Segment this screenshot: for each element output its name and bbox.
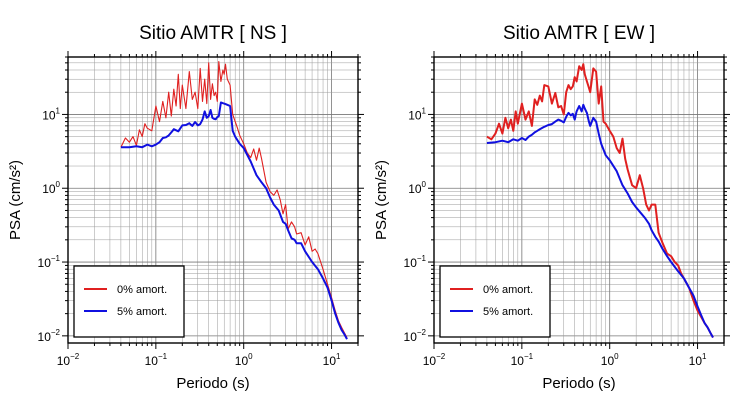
y-tick-base: 10: [42, 182, 56, 196]
y-tick-exponent: −1: [51, 254, 61, 263]
x-tick-exponent: −1: [158, 352, 168, 361]
x-tick-label: 100: [601, 352, 619, 368]
series-line-damped: [486, 103, 714, 338]
y-tick-label: 100: [408, 180, 426, 196]
y-tick-base: 10: [404, 256, 418, 270]
series-line-undamped: [120, 61, 348, 338]
y-tick-base: 10: [404, 330, 418, 344]
y-tick-base: 10: [408, 108, 422, 122]
y-tick-label: 10−1: [404, 254, 427, 270]
legend-label: 5% amort.: [483, 306, 533, 318]
y-tick-label: 10−1: [38, 254, 61, 270]
x-tick-exponent: 1: [702, 352, 707, 361]
x-tick-label: 10−2: [57, 352, 80, 368]
x-tick-exponent: 1: [336, 352, 341, 361]
legend-box: [73, 265, 185, 338]
legend-label: 0% amort.: [483, 284, 533, 296]
series-line-damped: [120, 101, 348, 340]
legend-label: 5% amort.: [117, 306, 167, 318]
x-tick-exponent: 0: [614, 352, 619, 361]
y-tick-exponent: 0: [56, 180, 61, 189]
x-tick-label: 10−2: [423, 352, 446, 368]
y-tick-exponent: 1: [56, 106, 61, 115]
x-tick-exponent: −2: [436, 352, 446, 361]
y-tick-label: 101: [408, 106, 426, 122]
legend-label: 0% amort.: [117, 284, 167, 296]
x-axis-title: Periodo (s): [542, 375, 615, 392]
y-tick-label: 10−2: [404, 328, 427, 344]
y-tick-base: 10: [38, 256, 52, 270]
chart-title: Sitio AMTR [ EW ]: [503, 23, 655, 44]
x-axis-title: Periodo (s): [176, 375, 249, 392]
y-tick-exponent: −1: [417, 254, 427, 263]
x-tick-label: 101: [689, 352, 707, 368]
y-tick-exponent: 0: [422, 180, 427, 189]
y-tick-exponent: −2: [51, 328, 61, 337]
plot-frame: [67, 56, 359, 344]
y-tick-base: 10: [38, 330, 52, 344]
legend-box: [439, 265, 551, 338]
x-tick-exponent: −2: [70, 352, 80, 361]
y-axis-title: PSA (cm/s²): [373, 160, 390, 240]
y-tick-exponent: 1: [422, 106, 427, 115]
x-tick-label: 100: [235, 352, 253, 368]
x-tick-exponent: 0: [248, 352, 253, 361]
x-tick-label: 10−1: [511, 352, 534, 368]
x-tick-exponent: −1: [524, 352, 534, 361]
x-tick-label: 10−1: [145, 352, 168, 368]
y-axis-title: PSA (cm/s²): [7, 160, 24, 240]
y-tick-base: 10: [408, 182, 422, 196]
y-tick-base: 10: [42, 108, 56, 122]
chart-title: Sitio AMTR [ NS ]: [139, 23, 287, 44]
legend: 0% amort. 5% amort.: [73, 265, 185, 338]
plot-frame: [433, 56, 725, 344]
y-tick-label: 10−2: [38, 328, 61, 344]
series-line-undamped: [486, 63, 714, 338]
x-tick-label: 101: [323, 352, 341, 368]
y-tick-label: 101: [42, 106, 60, 122]
y-tick-exponent: −2: [417, 328, 427, 337]
legend: 0% amort. 5% amort.: [439, 265, 551, 338]
y-tick-label: 100: [42, 180, 60, 196]
